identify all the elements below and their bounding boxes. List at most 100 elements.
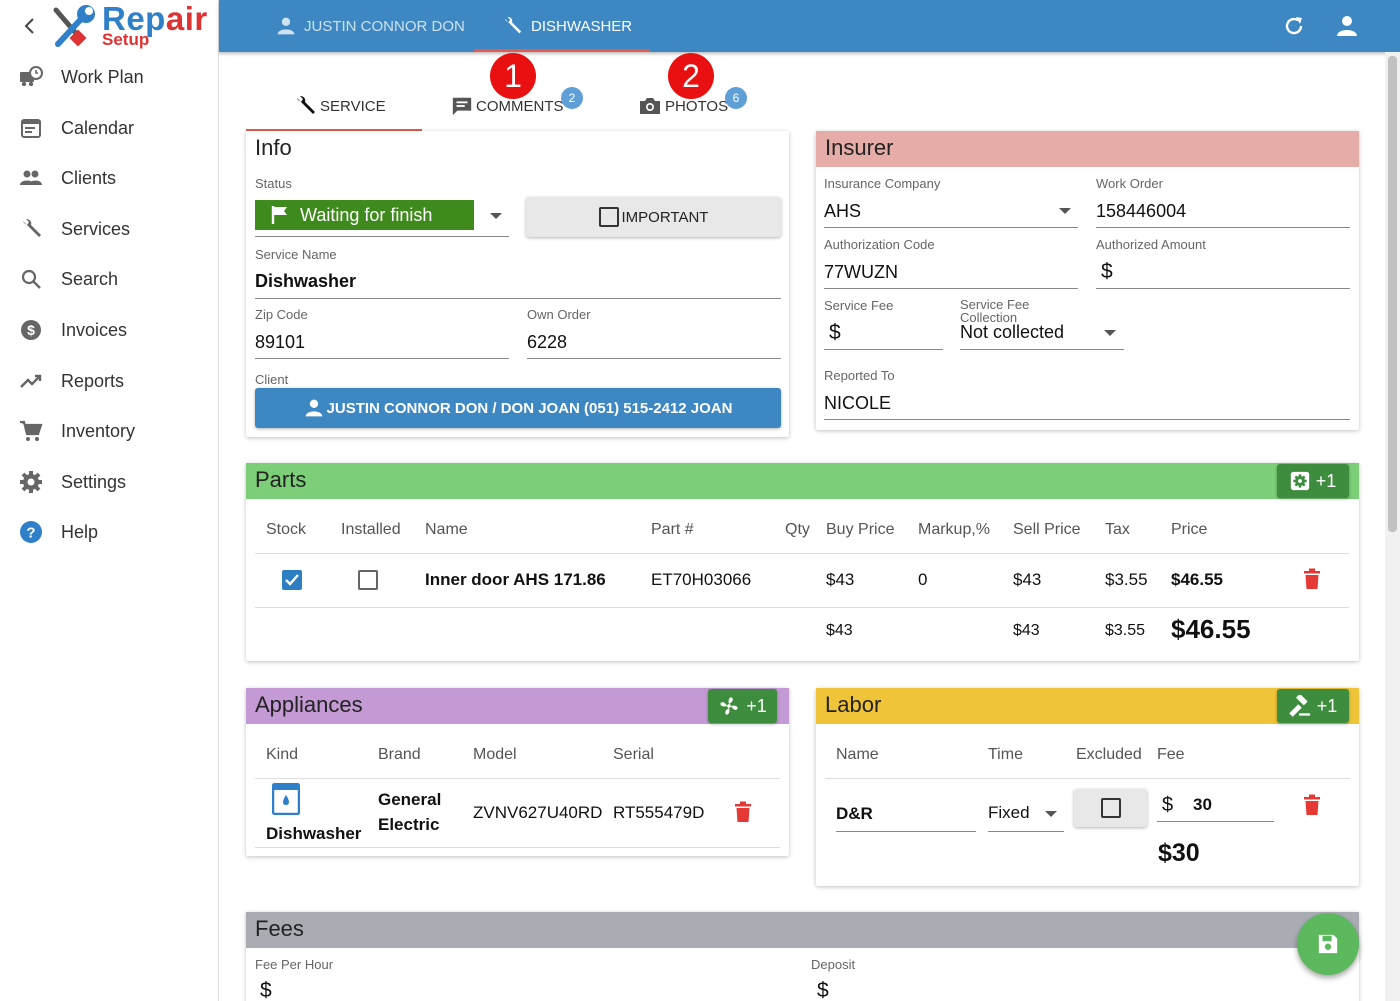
sidebar-item-label: Settings xyxy=(61,471,127,492)
sidebar-item-label: Search xyxy=(61,268,119,289)
labor-total: $30 xyxy=(1158,839,1200,867)
status-label: Status xyxy=(255,176,292,191)
auth-code-field[interactable]: 77WUZN xyxy=(824,262,899,282)
service-fee-field[interactable]: $ xyxy=(829,321,841,344)
add-label: +1 xyxy=(1316,695,1338,716)
tab-service-detail[interactable]: SERVICE xyxy=(293,84,386,128)
total-price: $46.55 xyxy=(1171,614,1251,644)
status-value: Waiting for finish xyxy=(300,204,433,225)
sidebar-item-search[interactable]: Search xyxy=(0,254,219,304)
chevron-down-icon[interactable] xyxy=(1059,208,1071,214)
chevron-down-icon[interactable] xyxy=(1045,811,1057,817)
row-divider xyxy=(255,553,1349,554)
field-underline xyxy=(824,419,1350,420)
col-header-price: Price xyxy=(1171,521,1208,538)
sidebar-item-calendar[interactable]: Calendar xyxy=(0,103,219,153)
col-header-buy-price: Buy Price xyxy=(826,521,895,538)
tab-label: PHOTOS xyxy=(665,97,729,115)
sidebar-item-clients[interactable]: Clients xyxy=(0,153,219,203)
status-select[interactable]: Waiting for finish xyxy=(255,200,474,230)
insurance-company-select[interactable]: AHS xyxy=(824,201,862,221)
field-underline xyxy=(824,349,943,350)
chevron-left-icon[interactable] xyxy=(18,14,42,38)
field-underline xyxy=(988,831,1064,832)
tab-photos[interactable]: PHOTOS xyxy=(638,84,728,128)
search-icon xyxy=(21,269,41,289)
trash-icon[interactable] xyxy=(1303,794,1321,816)
camera-icon xyxy=(640,98,660,114)
floppy-disk-icon xyxy=(1318,934,1338,954)
fee-collection-select[interactable]: Not collected xyxy=(960,322,1065,342)
add-part-button[interactable]: +1 xyxy=(1277,464,1349,498)
zip-field[interactable]: 89101 xyxy=(255,332,306,352)
account-icon[interactable] xyxy=(1335,14,1359,38)
deposit-field[interactable]: $ xyxy=(817,979,829,1001)
svg-text:?: ? xyxy=(26,525,35,542)
appliance-kind: Dishwasher xyxy=(266,824,362,843)
chevron-down-icon[interactable] xyxy=(1104,330,1116,336)
add-label: +1 xyxy=(1315,470,1337,491)
appliance-brand: Electric xyxy=(378,815,440,834)
reported-to-field[interactable]: NICOLE xyxy=(824,393,892,413)
tab-client[interactable]: JUSTIN CONNOR DON xyxy=(276,0,465,52)
add-appliance-button[interactable]: +1 xyxy=(708,689,777,723)
sidebar: Repair Setup Work Plan Calendar Clients … xyxy=(0,0,219,1001)
dollar-circle-icon: $ xyxy=(21,320,41,340)
labor-fee-field[interactable]: 30 xyxy=(1193,795,1212,814)
sidebar-item-services[interactable]: Services xyxy=(0,204,219,254)
annotation-marker: 2 xyxy=(668,53,714,99)
col-header-kind: Kind xyxy=(266,746,299,763)
dishwasher-icon xyxy=(272,783,300,815)
scrollbar-thumb[interactable] xyxy=(1388,56,1397,532)
installed-checkbox[interactable] xyxy=(358,570,378,590)
row-divider xyxy=(825,778,1350,779)
field-underline xyxy=(824,227,1078,228)
work-order-field[interactable]: 158446004 xyxy=(1096,201,1187,221)
trash-icon[interactable] xyxy=(1303,568,1321,590)
col-header-name: Name xyxy=(425,521,468,538)
sidebar-item-label: Reports xyxy=(61,370,125,391)
svg-text:$: $ xyxy=(27,322,35,338)
service-name-field[interactable]: Dishwasher xyxy=(255,271,357,291)
labor-time-select[interactable]: Fixed xyxy=(988,803,1030,822)
sidebar-item-help[interactable]: ? Help xyxy=(0,507,219,557)
row-divider xyxy=(255,847,780,848)
save-button[interactable] xyxy=(1297,913,1359,975)
wrench-icon xyxy=(297,96,315,114)
trash-icon[interactable] xyxy=(734,801,752,823)
sidebar-item-reports[interactable]: Reports xyxy=(0,356,219,406)
comment-icon xyxy=(452,97,472,116)
important-button[interactable]: IMPORTANT xyxy=(526,197,781,237)
own-order-label: Own Order xyxy=(527,307,591,322)
sidebar-item-inventory[interactable]: Inventory xyxy=(0,406,219,456)
part-name: Inner door AHS 171.86 xyxy=(425,570,606,589)
labor-name-field[interactable]: D&R xyxy=(836,804,873,823)
refresh-icon[interactable] xyxy=(1282,14,1306,38)
tab-service[interactable]: DISHWASHER xyxy=(501,0,632,52)
excluded-toggle[interactable] xyxy=(1074,789,1147,827)
col-header-name: Name xyxy=(836,746,879,763)
fee-per-hour-field[interactable]: $ xyxy=(260,979,272,1001)
col-header-installed: Installed xyxy=(341,521,401,538)
own-order-field[interactable]: 6228 xyxy=(527,332,568,352)
scrollbar[interactable] xyxy=(1385,52,1400,1001)
sidebar-item-work-plan[interactable]: Work Plan xyxy=(0,52,219,102)
part-sell-price: $43 xyxy=(1013,570,1042,589)
active-tab-indicator xyxy=(474,49,650,52)
col-header-tax: Tax xyxy=(1105,521,1130,538)
sidebar-item-invoices[interactable]: $ Invoices xyxy=(0,305,219,355)
sidebar-item-settings[interactable]: Settings xyxy=(0,457,219,507)
client-button[interactable]: JUSTIN CONNOR DON / DON JOAN (051) 515-2… xyxy=(255,388,781,428)
truck-clock-icon xyxy=(20,66,43,87)
stock-checkbox[interactable] xyxy=(282,570,302,590)
sidebar-item-label: Work Plan xyxy=(61,66,144,87)
tab-service-label: DISHWASHER xyxy=(531,17,633,35)
appliance-model: ZVNV627U40RD xyxy=(473,803,603,822)
important-label: IMPORTANT xyxy=(621,208,709,226)
add-labor-button[interactable]: +1 xyxy=(1277,689,1349,723)
col-header-stock: Stock xyxy=(266,521,307,538)
chevron-down-icon[interactable] xyxy=(490,213,502,219)
auth-amount-field[interactable]: $ xyxy=(1101,260,1113,283)
tab-comments[interactable]: COMMENTS xyxy=(451,84,564,128)
field-underline xyxy=(836,831,976,832)
